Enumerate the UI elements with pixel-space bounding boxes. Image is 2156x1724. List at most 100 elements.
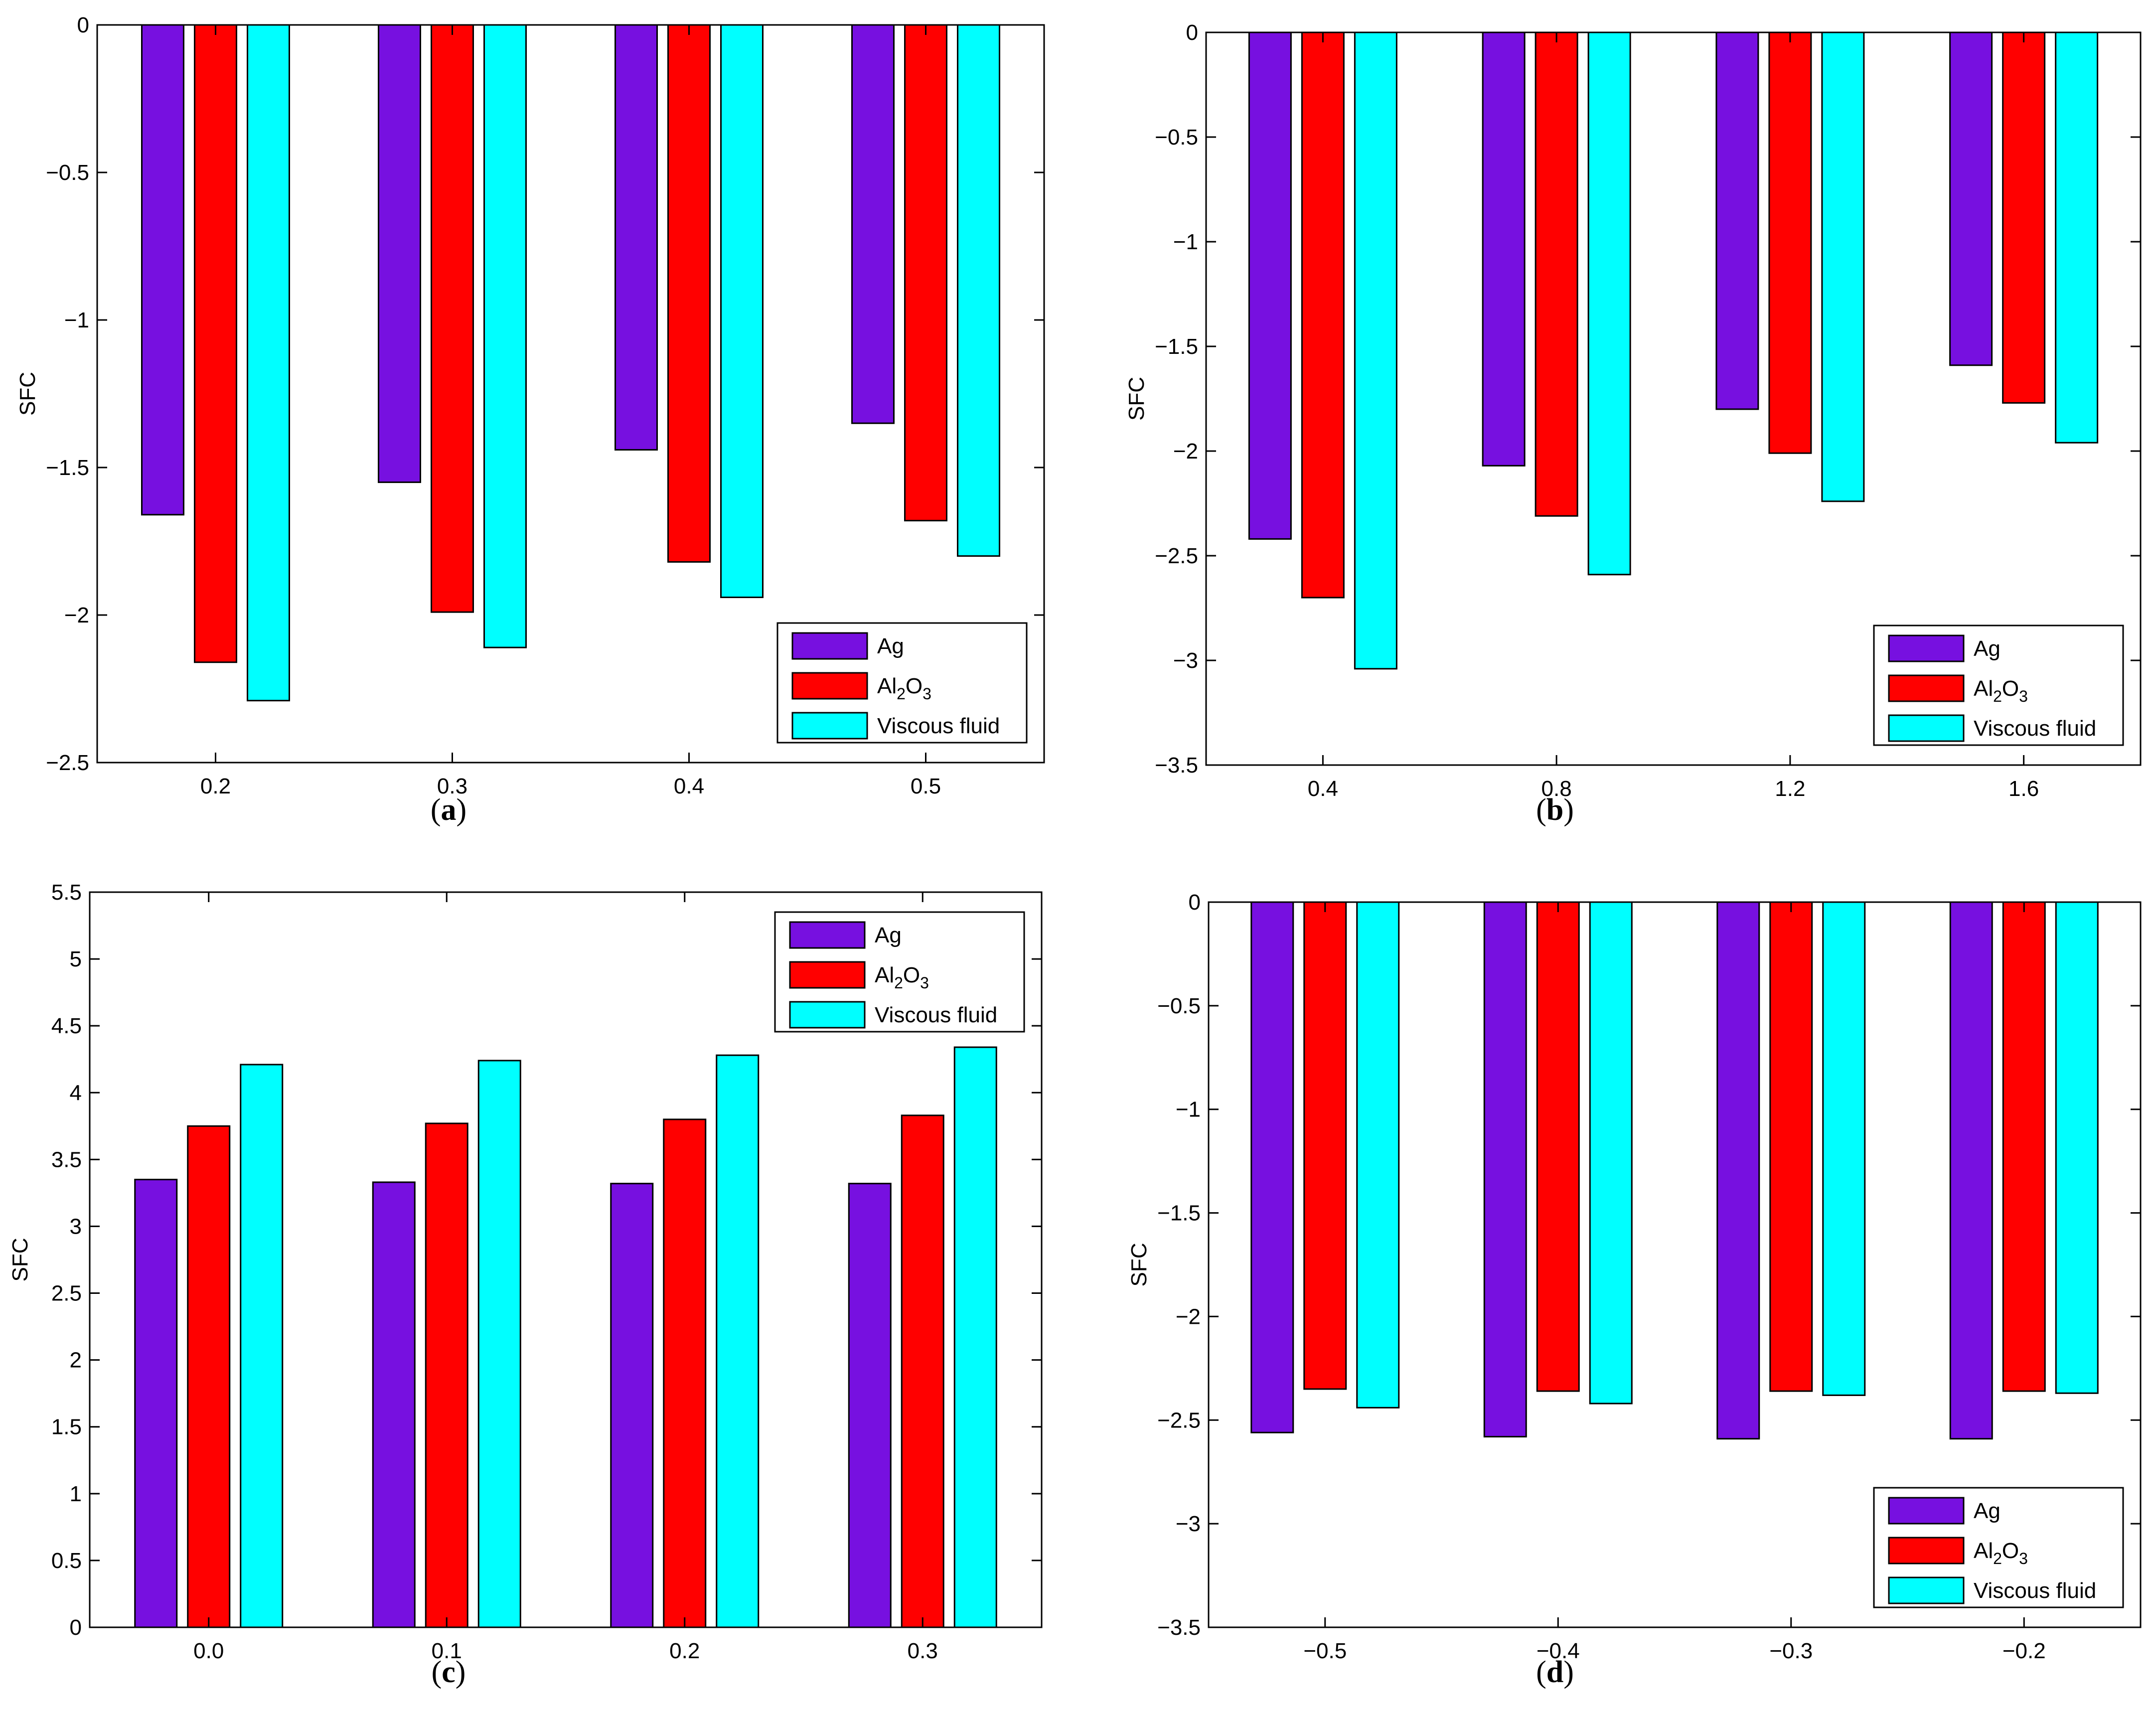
legend-label: Viscous fluid: [875, 1003, 997, 1027]
x-tick-label: −0.3: [1769, 1639, 1813, 1663]
y-tick-label: −3.5: [1157, 1615, 1201, 1640]
bar-a-ag-1: [378, 24, 421, 483]
y-tick-label: −1: [64, 308, 89, 332]
bar-c-al2o3-3: [901, 1114, 944, 1628]
x-tick-label: 1.2: [1775, 777, 1805, 801]
bar-c-al2o3-2: [663, 1118, 707, 1628]
legend-label: Ag: [1974, 1499, 2001, 1523]
y-tick-label: −3.5: [1155, 753, 1198, 778]
y-axis-label: SFC: [1124, 377, 1149, 421]
caption-c: (c): [431, 1655, 466, 1689]
y-tick-label: 5.5: [51, 880, 82, 905]
bar-a-ag-2: [615, 24, 658, 451]
legend-label: Viscous fluid: [1974, 1578, 2096, 1603]
bar-c-viscous-fluid-1: [477, 1060, 521, 1628]
y-tick-label: −2: [1176, 1304, 1201, 1329]
y-tick-label: −2.5: [1155, 544, 1198, 568]
bar-b-ag-2: [1715, 31, 1759, 410]
bar-d-ag-0: [1250, 901, 1294, 1433]
y-tick-label: 3: [70, 1214, 82, 1239]
legend-swatch-ag: [789, 921, 866, 949]
x-tick-label: 0.2: [200, 774, 231, 798]
bar-d-al2o3-2: [1769, 901, 1813, 1392]
bar-d-ag-2: [1716, 901, 1760, 1440]
bar-d-viscous-fluid-2: [1822, 901, 1866, 1396]
y-tick-label: −1.5: [46, 456, 89, 480]
y-tick-label: 2: [70, 1348, 82, 1373]
legend: Ag Al2O3 Viscous fluid: [1873, 625, 2124, 746]
bar-b-viscous-fluid-2: [1821, 31, 1865, 502]
y-tick-label: −2: [1173, 439, 1198, 464]
bar-a-al2o3-1: [431, 24, 474, 613]
chart-panel-b: 0 −0.5 −1 −1.5 −2 −2.5 −3 −3.5 0.4 0.8 1.2 1.6 SFC Ag…: [1124, 20, 2142, 801]
caption-a: (a): [430, 793, 467, 827]
x-tick-label: −0.4: [1537, 1639, 1580, 1663]
y-tick-label: −1.5: [1157, 1201, 1201, 1226]
bar-d-viscous-fluid-1: [1589, 901, 1633, 1405]
y-tick-label: −0.5: [1157, 994, 1201, 1018]
y-axis-label: SFC: [15, 372, 40, 416]
y-tick-label: 0: [1189, 890, 1201, 915]
bar-c-al2o3-0: [187, 1125, 231, 1628]
bar-a-viscous-fluid-2: [720, 24, 764, 598]
y-tick-label: −1: [1176, 1097, 1201, 1122]
y-tick-label: 0: [70, 1615, 82, 1640]
bar-a-al2o3-0: [194, 24, 237, 663]
bar-d-ag-1: [1483, 901, 1527, 1438]
legend-label: Viscous fluid: [877, 714, 1000, 738]
y-tick-label: −2.5: [1157, 1408, 1201, 1432]
bar-c-viscous-fluid-0: [240, 1064, 284, 1628]
y-tick-label: 1.5: [51, 1415, 82, 1439]
y-tick-label: 2.5: [51, 1281, 82, 1306]
x-tick-label: 0.3: [437, 774, 467, 798]
y-tick-label: 0: [77, 13, 89, 37]
chart-svg-d: 0 −0.5 −1 −1.5 −2 −2.5 −3 −3.5 −0.5 −0.4 −0.3 −0.2 S…: [1127, 890, 2142, 1663]
y-tick-label: 5: [70, 947, 82, 971]
chart-svg-a: 0 −0.5 −1 −1.5 −2 −2.5 0.2 0.3 0.4 0.5 SFC Ag Al2O3 V…: [15, 13, 1045, 798]
caption-d: (d): [1536, 1655, 1574, 1689]
bar-d-viscous-fluid-0: [1356, 901, 1400, 1409]
y-tick-label: 0: [1186, 20, 1198, 45]
legend: Ag Al2O3 Viscous fluid: [776, 622, 1028, 744]
bar-a-viscous-fluid-0: [247, 24, 290, 702]
x-tick-label: 0.2: [669, 1639, 700, 1663]
y-tick-label: 0.5: [51, 1549, 82, 1573]
y-axis-label: SFC: [8, 1238, 32, 1282]
legend-swatch-ag: [791, 632, 868, 660]
bar-d-al2o3-3: [2002, 901, 2046, 1392]
bar-c-al2o3-1: [425, 1122, 468, 1628]
bar-d-ag-3: [1949, 901, 1993, 1440]
bar-b-al2o3-1: [1535, 31, 1578, 517]
bar-b-viscous-fluid-3: [2055, 31, 2099, 444]
y-tick-label: −0.5: [46, 160, 89, 185]
bar-d-viscous-fluid-3: [2055, 901, 2099, 1394]
legend: Ag Al2O3 Viscous fluid: [774, 911, 1025, 1033]
x-tick-label: 1.6: [2008, 777, 2039, 801]
bar-a-al2o3-3: [904, 24, 947, 522]
caption-b: (b): [1536, 793, 1574, 827]
legend-swatch-al2o3: [1888, 674, 1965, 702]
axes-frame: [1205, 31, 2142, 766]
y-tick-label: −3: [1176, 1512, 1201, 1536]
x-tick-label: 0.8: [1541, 777, 1572, 801]
legend-label: Al2O3: [875, 963, 929, 992]
x-tick-label: 0.5: [911, 774, 941, 798]
legend-swatch-viscous-fluid: [1888, 1576, 1965, 1604]
bar-c-ag-0: [134, 1179, 178, 1628]
x-tick-label: 0.4: [674, 774, 704, 798]
chart-svg-b: 0 −0.5 −1 −1.5 −2 −2.5 −3 −3.5 0.4 0.8 1.2 1.6 SFC Ag…: [1124, 20, 2142, 801]
bar-b-al2o3-3: [2002, 31, 2046, 404]
chart-panel-d: 0 −0.5 −1 −1.5 −2 −2.5 −3 −3.5 −0.5 −0.4 −0.3 −0.2 S…: [1127, 890, 2142, 1663]
x-tick-label: 0.0: [193, 1639, 224, 1663]
bar-d-al2o3-0: [1303, 901, 1347, 1390]
x-tick-label: −0.2: [2002, 1639, 2046, 1663]
y-tick-label: −2.5: [46, 751, 89, 775]
legend-label: Al2O3: [877, 674, 931, 703]
y-tick-label: −3: [1173, 648, 1198, 673]
bar-a-viscous-fluid-3: [957, 24, 1000, 557]
bar-a-ag-0: [141, 24, 184, 516]
x-tick-label: −0.5: [1303, 1639, 1347, 1663]
legend-swatch-al2o3: [791, 672, 868, 700]
legend-swatch-viscous-fluid: [1888, 714, 1965, 742]
